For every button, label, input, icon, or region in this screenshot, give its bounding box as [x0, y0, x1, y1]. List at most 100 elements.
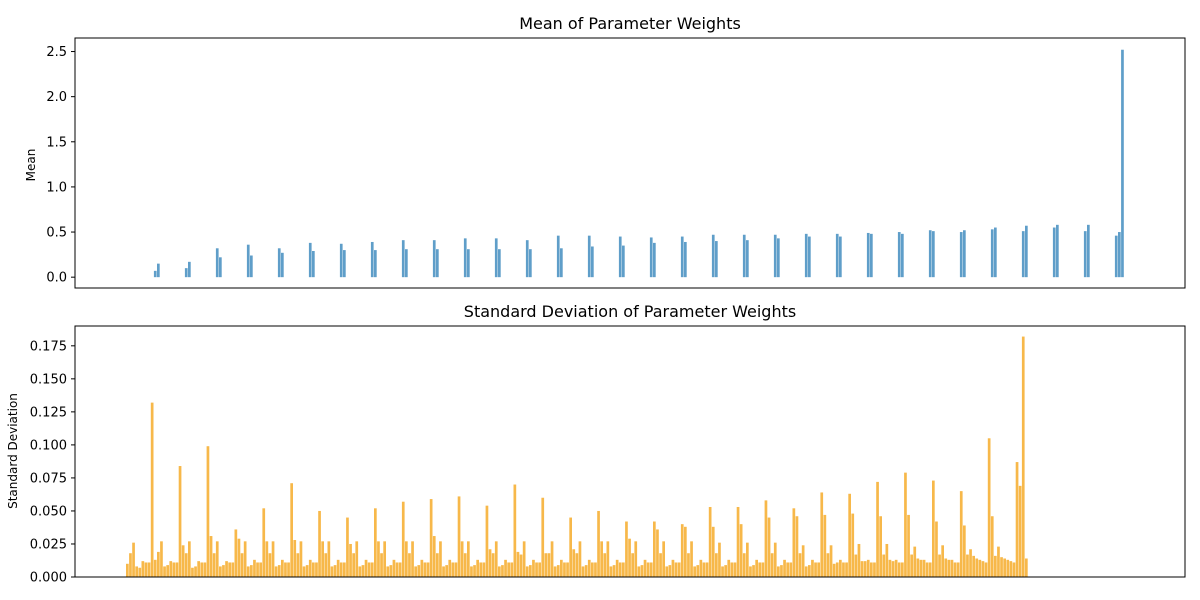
std-bar: [361, 565, 365, 577]
std-bar: [556, 565, 560, 577]
std-bar: [163, 566, 166, 577]
std-bar: [473, 565, 476, 577]
std-bar: [904, 472, 907, 577]
std-bar: [259, 562, 262, 577]
std-bar: [659, 553, 662, 577]
std-bar: [808, 565, 811, 577]
std-bar: [129, 553, 132, 577]
std-bar: [687, 553, 690, 577]
std-bar: [299, 541, 303, 577]
std-bar: [755, 559, 758, 577]
std-bar: [281, 559, 284, 577]
std-bar: [752, 565, 755, 577]
mean-bar: [312, 250, 315, 278]
std-bar: [705, 562, 709, 577]
mean-bar: [401, 240, 405, 278]
std-bar: [646, 562, 650, 577]
std-bar: [829, 545, 833, 577]
std-bar: [231, 562, 235, 577]
std-bar: [665, 566, 669, 577]
mean-bar: [1087, 224, 1090, 278]
std-bar: [696, 565, 700, 577]
std-bar: [380, 553, 383, 577]
mean-bar: [990, 229, 994, 278]
std-bar: [969, 549, 972, 577]
std-bar: [609, 566, 613, 577]
mean-bar: [684, 241, 687, 278]
std-bar: [268, 553, 272, 577]
std-bar: [246, 566, 250, 577]
std-bar: [600, 541, 603, 577]
std-bar: [770, 553, 774, 577]
std-bar: [761, 562, 765, 577]
std-bar: [144, 562, 148, 577]
mean-bar: [432, 240, 436, 278]
std-bar: [160, 541, 163, 577]
std-bar: [364, 559, 368, 577]
std-bar: [206, 446, 210, 577]
mean-bar: [746, 240, 749, 278]
std-bar: [553, 566, 557, 577]
std-bar: [795, 516, 799, 577]
std-bar: [848, 493, 851, 577]
std-bar: [894, 559, 898, 577]
std-bar: [271, 541, 275, 577]
std-bar: [132, 542, 135, 577]
mean-bar: [963, 230, 966, 278]
std-bar: [851, 513, 855, 577]
std-bar: [832, 563, 836, 577]
std-bar: [749, 566, 752, 577]
mean-y-tick-label: 2.0: [46, 90, 67, 105]
std-bar: [649, 562, 653, 577]
mean-bar: [370, 241, 374, 278]
std-bar: [262, 508, 266, 577]
std-bar: [178, 466, 182, 577]
std-bar: [916, 558, 920, 577]
mean-bar: [277, 248, 281, 278]
std-bar: [935, 521, 938, 577]
std-bar: [560, 559, 563, 577]
std-bar: [783, 559, 786, 577]
std-bar: [315, 562, 318, 577]
std-bar: [436, 553, 439, 577]
std-bar: [997, 546, 1000, 577]
std-bar: [758, 562, 762, 577]
std-bar: [739, 524, 743, 577]
std-bar: [742, 553, 746, 577]
std-y-tick-label: 0.075: [30, 471, 67, 486]
std-bar: [504, 559, 507, 577]
std-bar: [386, 566, 390, 577]
std-bar: [420, 559, 424, 577]
std-bar: [479, 562, 483, 577]
mean-bar: [374, 250, 377, 278]
mean-bar: [808, 236, 811, 278]
std-bar: [432, 536, 436, 577]
std-bar: [901, 562, 904, 577]
std-bar: [718, 542, 721, 577]
mean-bar: [246, 244, 250, 278]
std-bar: [668, 565, 672, 577]
std-bar: [789, 562, 793, 577]
std-bar: [343, 562, 346, 577]
std-bar: [256, 562, 259, 577]
mean-y-tick-label: 1.5: [46, 135, 67, 150]
std-bar: [578, 541, 582, 577]
mean-bar: [1021, 231, 1025, 278]
std-bar: [377, 541, 380, 577]
std-bar: [253, 559, 256, 577]
mean-bar: [994, 227, 997, 278]
mean-bar: [897, 232, 901, 278]
mean-bar: [1118, 232, 1121, 278]
std-bar: [188, 541, 191, 577]
std-bar: [445, 565, 448, 577]
mean-bar: [653, 242, 656, 278]
std-bar: [671, 559, 675, 577]
mean-bar: [901, 233, 904, 278]
std-bar: [336, 559, 340, 577]
std-chart: Standard Deviation of Parameter Weights …: [6, 302, 1186, 586]
std-y-tick-label: 0.100: [30, 438, 67, 453]
std-bar: [690, 541, 693, 577]
std-bar: [907, 514, 910, 577]
std-bar: [1003, 558, 1006, 577]
mean-y-tick-label: 1.0: [46, 180, 67, 195]
